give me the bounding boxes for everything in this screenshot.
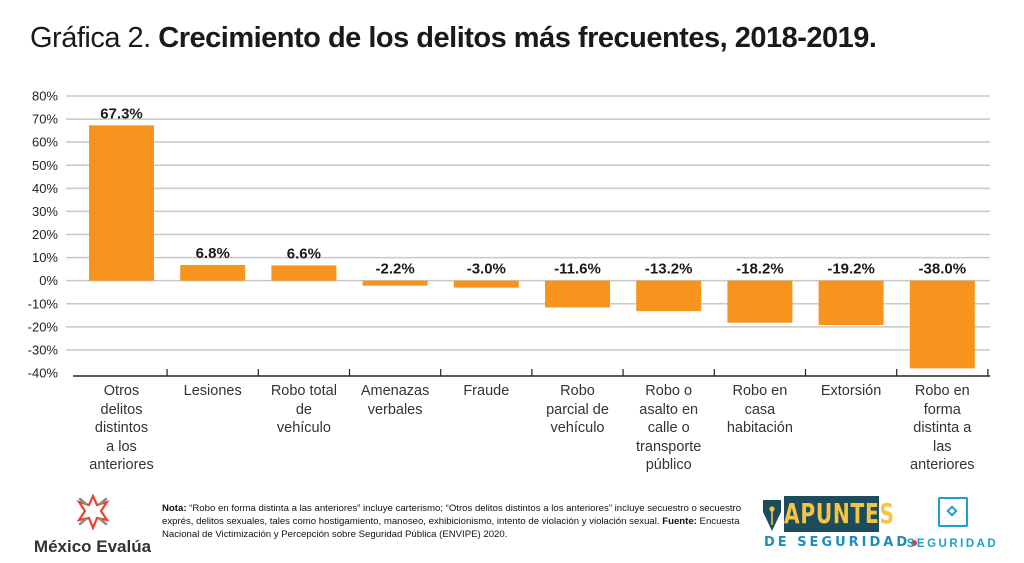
category-label-line: habitación <box>726 420 793 436</box>
bar <box>545 280 610 308</box>
category-label-line: verbales <box>367 401 423 418</box>
chart-title-prefix: Gráfica 2. <box>30 22 151 54</box>
y-tick-label: 60% <box>32 135 58 150</box>
category-label-line: distinta a <box>913 420 972 436</box>
footnote: Nota: “Robo en forma distinta a las ante… <box>162 502 752 541</box>
seguridad-logo: SEGURIDAD <box>905 494 1000 550</box>
seguridad-name: SEGURIDAD <box>906 538 999 550</box>
category-label-line: a los <box>106 438 137 455</box>
y-tick-label: 80% <box>32 89 58 104</box>
category-label-line: Otros <box>103 383 140 399</box>
chart-title: Gráfica 2. Crecimiento de los delitos má… <box>30 22 877 55</box>
data-label: 6.8% <box>196 245 230 262</box>
category-label-line: público <box>645 457 692 473</box>
category-label-line: anteriores <box>89 457 154 473</box>
bars <box>89 125 975 369</box>
category-label: Lesiones <box>167 382 259 401</box>
category-label-line: de <box>295 401 312 418</box>
category-label: Robo total de vehículo <box>258 382 350 438</box>
apuntes-de-seguridad-logo: APUNTES DE SEGURIDAD <box>754 494 918 554</box>
y-tick-label: -10% <box>28 296 59 311</box>
category-label-line: parcial de <box>546 401 609 418</box>
diamond-icon <box>945 505 958 517</box>
category-label-line: vehículo <box>550 420 605 436</box>
y-tick-label: -20% <box>28 319 59 334</box>
category-label-line: las <box>933 438 952 455</box>
y-tick-label: -40% <box>28 366 59 381</box>
mexico-evalua-logo: México Evalúa <box>30 493 155 557</box>
category-label: Fraude <box>440 382 532 401</box>
source-label: Fuente: <box>662 516 697 527</box>
category-label-line: Robo o <box>645 383 693 399</box>
chart-title-main: Crecimiento de los delitos más frecuente… <box>158 22 877 54</box>
category-label-line: casa <box>744 401 776 418</box>
fountain-pen-nib-icon <box>763 500 781 531</box>
category-label-line: calle o <box>647 420 690 436</box>
x-axis <box>73 369 990 377</box>
y-tick-label: 10% <box>32 250 58 265</box>
category-label-line: vehículo <box>276 420 331 436</box>
note-text: “Robo en forma distinta a las anteriores… <box>162 503 742 527</box>
note-label: Nota: <box>162 503 187 514</box>
source-text: Encuesta Nacional de Victimización y Per… <box>162 516 740 540</box>
category-label-line: Robo en <box>914 383 970 399</box>
category-label-line: transporte <box>636 438 702 455</box>
y-tick-label: 70% <box>32 112 58 127</box>
bar-chart: 80% 70% 60% 50% 40% 30% 20% 10% 0% -10% -20% -30% -4… <box>28 89 990 381</box>
category-label-line: Lesiones <box>183 383 242 399</box>
data-label: 6.6% <box>287 245 321 262</box>
y-tick-label: 30% <box>32 204 58 219</box>
bar <box>180 264 246 281</box>
bar <box>727 280 793 323</box>
category-label: Robo parcial de vehículo <box>532 382 624 438</box>
data-labels: 67.3% 6.8% 6.6% -2.2% -3.0% -11.6% -13.2% -18.2… <box>100 105 966 277</box>
y-tick-label: 50% <box>32 158 58 173</box>
category-label: Robo o asalto en calle o transporte público <box>623 382 715 475</box>
mexico-evalua-star-icon <box>75 493 110 531</box>
apuntes-subtitle: DE SEGURIDAD <box>764 535 918 550</box>
category-label-line: distintos <box>94 420 149 436</box>
apuntes-title: APUNTES <box>784 496 895 532</box>
category-label-line: asalto en <box>639 401 699 418</box>
category-label-line: Robo total <box>270 383 337 399</box>
bar <box>89 125 154 281</box>
bar <box>909 280 975 369</box>
data-label: -18.2% <box>736 261 784 278</box>
bar <box>453 280 519 288</box>
bar <box>271 265 337 281</box>
data-label: -38.0% <box>919 261 967 278</box>
y-tick-label: 40% <box>32 181 58 196</box>
data-label: -11.6% <box>554 261 601 278</box>
category-label: Robo en casa habitación <box>714 382 806 438</box>
data-label: -13.2% <box>645 261 693 278</box>
category-label-line: Fraude <box>463 383 510 399</box>
category-label: Otros delitos distintos a los anteriores <box>76 382 168 475</box>
category-label-line: Robo en <box>732 383 788 399</box>
gridlines <box>66 95 990 351</box>
category-label: Robo en forma distinta a las anteriores <box>896 382 988 475</box>
category-label: Extorsión <box>805 382 897 401</box>
seguridad-square-icon <box>937 497 968 527</box>
category-label-line: Robo <box>560 383 595 399</box>
apuntes-subtitle-text: DE SEGURIDAD <box>764 535 911 550</box>
mexico-evalua-name: México Evalúa <box>33 537 152 556</box>
data-label: -19.2% <box>827 261 875 278</box>
category-label-line: anteriores <box>910 457 975 473</box>
bar <box>818 280 884 325</box>
data-label: 67.3% <box>100 105 143 122</box>
category-label-line: forma <box>923 401 961 418</box>
category-label-line: Extorsión <box>820 383 882 399</box>
data-label: -3.0% <box>467 261 506 278</box>
category-label-line: Amenazas <box>360 383 430 399</box>
y-tick-label: 0% <box>39 273 58 288</box>
category-label: Amenazas verbales <box>349 382 441 419</box>
bar <box>362 280 428 286</box>
red-dot-icon <box>911 540 918 546</box>
y-tick-label: 20% <box>32 227 58 242</box>
y-axis-ticks: 80% 70% 60% 50% 40% 30% 20% 10% 0% -10% -20% -30% -4… <box>28 89 59 381</box>
data-label: -2.2% <box>376 261 415 278</box>
category-label-line: delitos <box>100 401 143 418</box>
y-tick-label: -30% <box>28 342 59 357</box>
bar <box>636 280 702 312</box>
